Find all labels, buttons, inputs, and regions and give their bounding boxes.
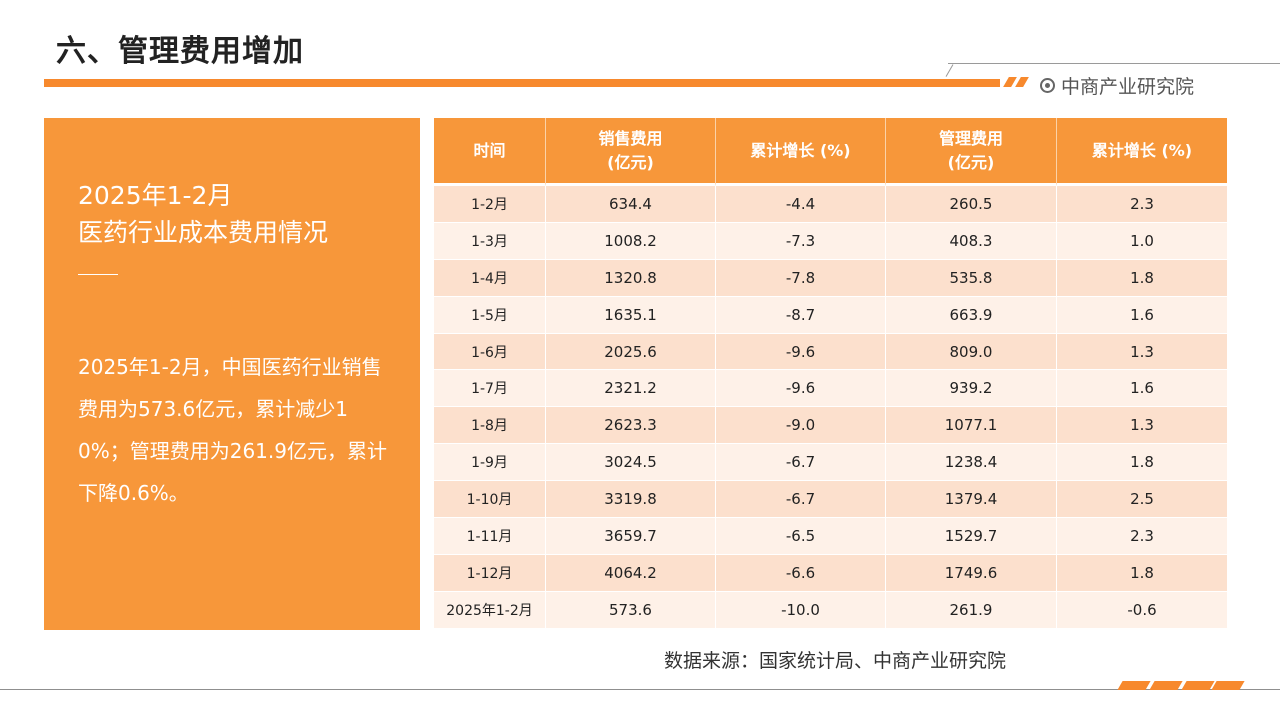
table-row: 1-9月 3024.5 -6.7 1238.4 1.8 <box>434 444 1227 482</box>
cell-sales-expense: 634.4 <box>546 186 716 223</box>
table-row: 1-2月 634.4 -4.4 260.5 2.3 <box>434 186 1227 223</box>
header-period: 时间 <box>434 118 546 186</box>
cell-period: 1-5月 <box>434 296 546 334</box>
cell-sales-expense: 1320.8 <box>546 259 716 297</box>
header-divider-slant <box>945 64 954 77</box>
summary-divider <box>78 274 118 275</box>
summary-heading-period: 2025年1-2月 <box>78 181 233 210</box>
brand-circle-icon <box>1040 78 1055 93</box>
cell-admin-growth: 1.0 <box>1057 222 1227 260</box>
table-row: 1-5月 1635.1 -8.7 663.9 1.6 <box>434 296 1227 334</box>
cell-sales-growth: -6.6 <box>716 554 886 592</box>
summary-heading-topic: 医药行业成本费用情况 <box>78 218 329 247</box>
cell-admin-expense: 1529.7 <box>886 518 1057 555</box>
footer-line <box>0 689 1280 690</box>
brand-name: 中商产业研究院 <box>1061 76 1195 98</box>
table-header-row: 时间 销售费用 (亿元) 累计增长 (%) 管理费用 (亿元) 累计增长 (%) <box>434 118 1227 186</box>
title-underline <box>44 79 1000 87</box>
cell-sales-growth: -9.6 <box>716 333 886 371</box>
cell-admin-expense: 1077.1 <box>886 407 1057 445</box>
data-source-note: 数据来源：国家统计局、中商产业研究院 <box>664 650 1007 672</box>
summary-text: 2025年1-2月，中国医药行业销售费用为573.6亿元，累计减少10%；管理费… <box>78 355 387 505</box>
cell-period: 1-12月 <box>434 554 546 592</box>
cell-sales-expense: 2623.3 <box>546 407 716 445</box>
cell-admin-expense: 663.9 <box>886 296 1057 334</box>
cell-admin-expense: 408.3 <box>886 222 1057 260</box>
cell-period: 1-8月 <box>434 407 546 445</box>
cell-admin-growth: 1.8 <box>1057 554 1227 592</box>
cell-sales-growth: -6.7 <box>716 481 886 519</box>
cell-sales-growth: -9.6 <box>716 370 886 408</box>
cell-period: 1-9月 <box>434 444 546 482</box>
cell-sales-expense: 3659.7 <box>546 518 716 555</box>
table-row: 1-4月 1320.8 -7.8 535.8 1.8 <box>434 259 1227 297</box>
table-row: 1-7月 2321.2 -9.6 939.2 1.6 <box>434 370 1227 408</box>
cell-admin-growth: 1.6 <box>1057 296 1227 334</box>
cell-period: 1-3月 <box>434 222 546 260</box>
cell-admin-expense: 809.0 <box>886 333 1057 371</box>
cell-admin-growth: 1.8 <box>1057 259 1227 297</box>
table-row: 1-6月 2025.6 -9.6 809.0 1.3 <box>434 333 1227 371</box>
cell-period: 1-2月 <box>434 186 546 223</box>
cell-sales-growth: -6.7 <box>716 444 886 482</box>
cell-period: 1-7月 <box>434 370 546 408</box>
header-sales-expense: 销售费用 (亿元) <box>546 118 716 186</box>
table-row: 2025年1-2月 573.6 -10.0 261.9 -0.6 <box>434 591 1227 629</box>
cell-sales-growth: -7.3 <box>716 222 886 260</box>
table-row: 1-8月 2623.3 -9.0 1077.1 1.3 <box>434 407 1227 445</box>
page-title: 六、管理费用增加 <box>56 34 304 69</box>
cell-admin-growth: 2.3 <box>1057 186 1227 223</box>
table-row: 1-10月 3319.8 -6.7 1379.4 2.5 <box>434 481 1227 519</box>
cell-sales-growth: -6.5 <box>716 518 886 555</box>
cell-admin-growth: 1.3 <box>1057 407 1227 445</box>
cell-admin-growth: 1.3 <box>1057 333 1227 371</box>
cell-admin-expense: 260.5 <box>886 186 1057 223</box>
cell-admin-expense: 261.9 <box>886 591 1057 629</box>
cell-sales-growth: -9.0 <box>716 407 886 445</box>
cell-sales-expense: 1008.2 <box>546 222 716 260</box>
header-admin-growth: 累计增长 (%) <box>1057 118 1227 186</box>
cell-admin-growth: 2.3 <box>1057 518 1227 555</box>
cell-period: 2025年1-2月 <box>434 591 546 629</box>
cell-admin-expense: 535.8 <box>886 259 1057 297</box>
cell-admin-growth: 1.6 <box>1057 370 1227 408</box>
cell-sales-growth: -4.4 <box>716 186 886 223</box>
cell-sales-expense: 1635.1 <box>546 296 716 334</box>
cell-admin-growth: -0.6 <box>1057 591 1227 629</box>
expense-table: 时间 销售费用 (亿元) 累计增长 (%) 管理费用 (亿元) 累计增长 (%) 1… <box>434 118 1227 629</box>
footer-stripes-decoration <box>1114 681 1245 690</box>
cell-sales-expense: 3024.5 <box>546 444 716 482</box>
table-row: 1-3月 1008.2 -7.3 408.3 1.0 <box>434 222 1227 260</box>
cell-sales-expense: 2321.2 <box>546 370 716 408</box>
cell-sales-expense: 2025.6 <box>546 333 716 371</box>
cell-period: 1-6月 <box>434 333 546 371</box>
cell-admin-growth: 1.8 <box>1057 444 1227 482</box>
cell-sales-growth: -8.7 <box>716 296 886 334</box>
cell-admin-expense: 1749.6 <box>886 554 1057 592</box>
cell-admin-expense: 1238.4 <box>886 444 1057 482</box>
summary-panel: 2025年1-2月 医药行业成本费用情况 2025年1-2月，中国医药行业销售费… <box>44 118 420 630</box>
header-admin-expense: 管理费用 (亿元) <box>886 118 1057 186</box>
cell-sales-expense: 4064.2 <box>546 554 716 592</box>
header-stripes-decoration <box>1003 77 1030 87</box>
cell-admin-expense: 939.2 <box>886 370 1057 408</box>
cell-admin-growth: 2.5 <box>1057 481 1227 519</box>
cell-admin-expense: 1379.4 <box>886 481 1057 519</box>
cell-sales-expense: 573.6 <box>546 591 716 629</box>
cell-sales-growth: -7.8 <box>716 259 886 297</box>
header-divider-line <box>948 63 1280 64</box>
table-row: 1-11月 3659.7 -6.5 1529.7 2.3 <box>434 518 1227 555</box>
cell-period: 1-4月 <box>434 259 546 297</box>
table-row: 1-12月 4064.2 -6.6 1749.6 1.8 <box>434 554 1227 592</box>
cell-sales-expense: 3319.8 <box>546 481 716 519</box>
cell-sales-growth: -10.0 <box>716 591 886 629</box>
cell-period: 1-10月 <box>434 481 546 519</box>
cell-period: 1-11月 <box>434 518 546 555</box>
brand-logo: 中商产业研究院 <box>1040 72 1194 99</box>
header-sales-growth: 累计增长 (%) <box>716 118 886 186</box>
